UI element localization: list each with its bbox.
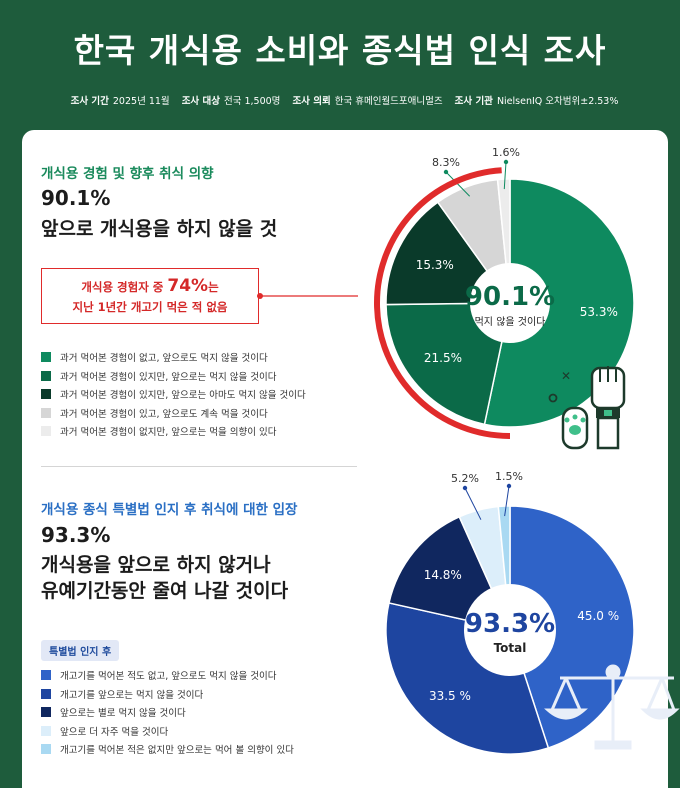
center-value: 93.3% <box>465 609 555 639</box>
awareness-pie-chart: 45.0 % 33.5 % 14.8% 5.2% 1.5% 93.3% Total <box>385 470 635 755</box>
legend-swatch <box>41 725 51 736</box>
legend-swatch <box>41 407 51 418</box>
survey-meta: 조사 기간 2025년 11월 조사 대상 전국 1,500명 조사 의뢰 한국 휴메… <box>0 93 680 107</box>
leader-dot <box>503 159 509 165</box>
legend-label: 개고기를 먹어본 적도 없고, 앞으로도 먹지 않을 것이다 <box>60 671 277 683</box>
meta-period-label: 조사 기간 <box>70 96 109 107</box>
legend-label: 과거 먹어본 경험이 없지만, 앞으로는 먹을 의향이 있다 <box>60 427 277 439</box>
section-divider <box>41 466 357 467</box>
callout-line2: 지난 1년간 개고기 먹은 적 없음 <box>72 300 228 314</box>
legend-swatch <box>41 352 51 363</box>
section1-big-number: 90.1% <box>41 186 111 210</box>
legend-label: 앞으로는 별로 먹지 않을 것이다 <box>60 708 186 720</box>
slice-value-label: 45.0 % <box>577 609 619 623</box>
meta-agency-value: NielsenIQ 오차범위±2.53% <box>496 96 619 107</box>
section2-big-text-line1: 개식용을 앞으로 하지 않거나 <box>41 554 271 576</box>
legend-swatch <box>41 707 51 718</box>
legend-item: 앞으로 더 자주 먹을 것이다 <box>41 722 294 741</box>
legend-swatch <box>41 744 51 755</box>
leader-line <box>445 171 471 197</box>
section1-big-text: 앞으로 개식용을 하지 않을 것 <box>41 218 278 240</box>
section2-heading: 개식용 종식 특별법 인지 후 취식에 대한 입장 <box>41 502 298 518</box>
meta-target-label: 조사 대상 <box>181 96 220 107</box>
legend-item: 개고기를 먹어본 적도 없고, 앞으로도 먹지 않을 것이다 <box>41 666 294 685</box>
leader-line <box>464 487 482 520</box>
legend-label: 개고기를 앞으로는 먹지 않을 것이다 <box>60 689 204 701</box>
legend-label: 앞으로 더 자주 먹을 것이다 <box>60 726 169 738</box>
slice-value-label: 53.3% <box>580 305 618 319</box>
slice-value-label: 1.6% <box>492 146 520 159</box>
legend-item: 앞으로는 별로 먹지 않을 것이다 <box>41 703 294 722</box>
meta-client-label: 조사 의뢰 <box>292 96 331 107</box>
legend-label: 개고기를 먹어본 적은 없지만 앞으로는 먹어 볼 의향이 있다 <box>60 745 294 757</box>
legend-swatch <box>41 670 51 681</box>
slice-value-label: 8.3% <box>432 156 460 169</box>
legend-item: 과거 먹어본 경험이 없고, 앞으로도 먹지 않을 것이다 <box>41 348 306 367</box>
experience-callout: 개식용 경험자 중 74%는 지난 1년간 개고기 먹은 적 없음 <box>41 268 259 324</box>
leader-line <box>503 161 507 190</box>
section2-big-text-line2: 유예기간동안 줄여 나갈 것이다 <box>41 580 289 602</box>
legend-item: 과거 먹어본 경험이 있지만, 앞으로는 먹지 않을 것이다 <box>41 367 306 386</box>
meta-client-value: 한국 휴메인월드포애니멀즈 <box>334 96 443 107</box>
page-title: 한국 개식용 소비와 종식법 인식 조사 <box>73 31 607 70</box>
slice-value-label: 5.2% <box>451 472 479 485</box>
center-label: 먹지 않을 것이다 <box>475 316 546 328</box>
legend-item: 개고기를 앞으로는 먹지 않을 것이다 <box>41 685 294 704</box>
leader-dot <box>462 485 468 491</box>
center-value: 90.1% <box>465 282 555 312</box>
slice-value-label: 21.5% <box>424 351 462 365</box>
leader-dot <box>506 483 512 489</box>
legend-swatch <box>41 688 51 699</box>
legend-label: 과거 먹어본 경험이 있지만, 앞으로는 아마도 먹지 않을 것이다 <box>60 390 306 402</box>
section2-legend: 개고기를 먹어본 적도 없고, 앞으로도 먹지 않을 것이다 개고기를 앞으로는… <box>41 666 294 759</box>
awareness-badge: 특별법 인지 후 <box>41 640 120 661</box>
legend-item: 과거 먹어본 경험이 있지만, 앞으로는 아마도 먹지 않을 것이다 <box>41 385 306 404</box>
section1-legend: 과거 먹어본 경험이 없고, 앞으로도 먹지 않을 것이다 과거 먹어본 경험이… <box>41 348 306 441</box>
legend-item: 과거 먹어본 경험이 있고, 앞으로도 계속 먹을 것이다 <box>41 404 306 423</box>
center-hole <box>470 263 550 343</box>
section1-heading: 개식용 경험 및 향후 취식 의향 <box>41 166 214 182</box>
meta-target-value: 전국 1,500명 <box>223 96 281 107</box>
callout-highlight: 74% <box>167 276 209 296</box>
callout-pre: 개식용 경험자 중 <box>81 280 168 294</box>
legend-label: 과거 먹어본 경험이 있고, 앞으로도 계속 먹을 것이다 <box>60 408 268 420</box>
meta-period-value: 2025년 11월 <box>112 96 170 107</box>
pie-slice <box>385 302 511 426</box>
pie-slice <box>483 178 635 428</box>
section2-big-number: 93.3% <box>41 523 111 547</box>
legend-swatch <box>41 370 51 381</box>
highlight-arc <box>374 167 511 439</box>
meta-agency-label: 조사 기관 <box>454 96 493 107</box>
leader-dot <box>443 169 449 175</box>
slice-value-label: 15.3% <box>416 258 454 272</box>
experience-pie-chart: 53.3% 21.5% 15.3% 8.3% 1.6% 90.1% 먹지 않을 것이다 <box>374 146 635 439</box>
legend-swatch <box>41 389 51 400</box>
legend-label: 과거 먹어본 경험이 없고, 앞으로도 먹지 않을 것이다 <box>60 353 268 365</box>
legend-item: 과거 먹어본 경험이 없지만, 앞으로는 먹을 의향이 있다 <box>41 422 306 441</box>
center-hole <box>464 584 556 676</box>
leader-line <box>504 485 510 517</box>
center-label: Total <box>494 641 527 655</box>
slice-value-label: 33.5 % <box>429 689 471 703</box>
legend-swatch <box>41 426 51 437</box>
callout-post: 는 <box>208 280 219 294</box>
legend-label: 과거 먹어본 경험이 있지만, 앞으로는 먹지 않을 것이다 <box>60 371 277 383</box>
pie-slice <box>509 505 635 749</box>
slice-value-label: 14.8% <box>424 568 462 582</box>
content-card: 개식용 경험 및 향후 취식 의향 90.1% 앞으로 개식용을 하지 않을 것… <box>22 130 680 788</box>
legend-item: 개고기를 먹어본 적은 없지만 앞으로는 먹어 볼 의향이 있다 <box>41 740 294 759</box>
slice-value-label: 1.5% <box>495 470 523 483</box>
